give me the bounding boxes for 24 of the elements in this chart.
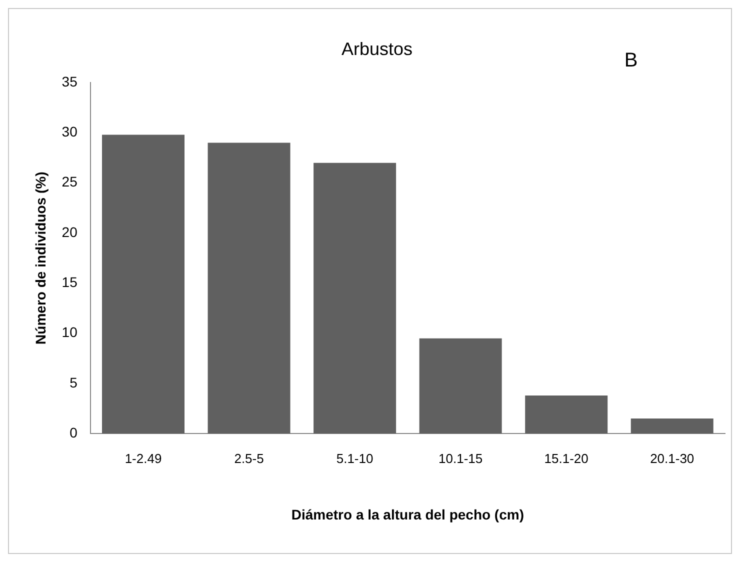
y-tick-label: 25 xyxy=(62,174,78,190)
y-tick-label: 5 xyxy=(70,374,78,390)
y-tick-label: 30 xyxy=(62,124,78,140)
x-tick-label: 5.1-10 xyxy=(336,450,374,466)
y-tick-label: 10 xyxy=(62,324,78,340)
x-tick-label: 20.1-30 xyxy=(650,450,694,466)
x-tick-label: 10.1-15 xyxy=(438,450,483,466)
bar xyxy=(525,395,608,434)
chart-title: Arbustos xyxy=(341,38,413,59)
y-tick-label: 15 xyxy=(62,274,78,290)
bar xyxy=(208,142,290,434)
x-tick-label: 1-2.49 xyxy=(124,450,162,466)
y-axis-title: Número de individuos (%) xyxy=(32,172,48,344)
y-tick-label: 20 xyxy=(62,224,78,240)
x-axis-title: Diámetro a la altura del pecho (cm) xyxy=(291,506,524,522)
text: B xyxy=(624,50,638,72)
bar xyxy=(630,418,714,434)
y-tick-label: 35 xyxy=(62,73,78,90)
y-tick-label: 0 xyxy=(70,424,78,440)
x-tick-label: 15.1-20 xyxy=(544,450,588,466)
bar xyxy=(102,134,185,434)
bar xyxy=(419,338,502,434)
x-tick-label: 2.5-5 xyxy=(234,450,264,466)
bar xyxy=(314,162,396,434)
